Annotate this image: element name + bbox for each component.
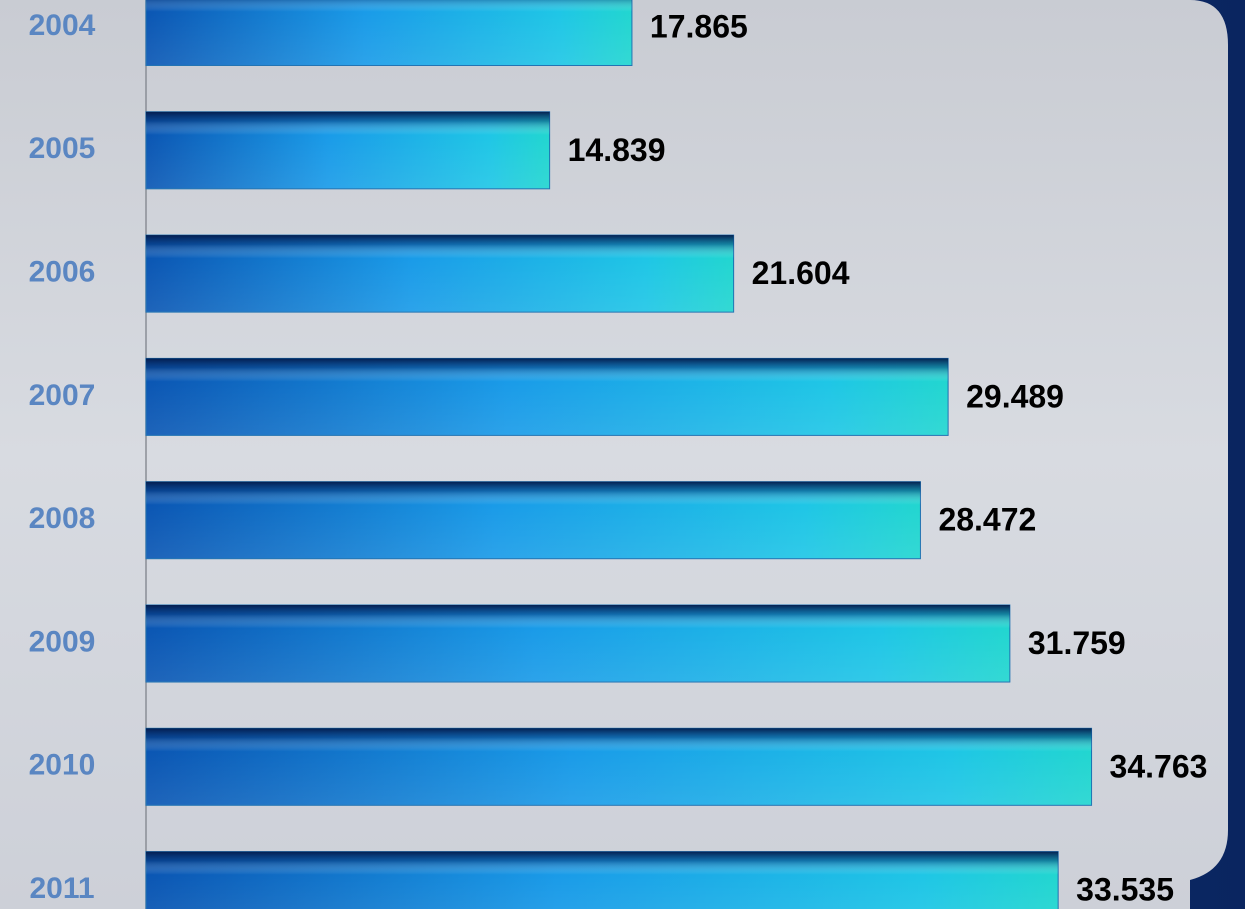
- value-label: 34.763: [1110, 748, 1208, 784]
- value-label: 33.535: [1076, 872, 1174, 908]
- bar-shade: [146, 728, 1092, 806]
- bar-shade: [146, 358, 949, 436]
- bar-shade: [146, 235, 734, 313]
- y-tick-label: 2005: [29, 132, 96, 165]
- y-tick-label: 2008: [29, 502, 96, 535]
- bar-shade: [146, 481, 921, 559]
- value-label: 28.472: [938, 502, 1036, 538]
- value-label: 31.759: [1028, 625, 1126, 661]
- y-tick-label: 2009: [29, 625, 96, 658]
- y-tick-label: 2011: [29, 872, 94, 905]
- y-tick-label: 2007: [29, 379, 96, 412]
- value-label: 29.489: [966, 378, 1064, 414]
- value-label: 17.865: [650, 8, 748, 44]
- bar-shade: [146, 111, 550, 189]
- bar-shade: [146, 0, 632, 66]
- y-tick-label: 2006: [29, 256, 96, 289]
- value-label: 21.604: [752, 255, 850, 291]
- value-label: 14.839: [568, 132, 666, 168]
- bar-shade: [146, 851, 1059, 909]
- y-tick-label: 2004: [29, 9, 96, 42]
- bar-shade: [146, 605, 1010, 682]
- plot: 2004 17.865 2005 14.839 2006 21.604 2007 29.489…: [29, 0, 1208, 909]
- y-tick-label: 2010: [29, 749, 96, 782]
